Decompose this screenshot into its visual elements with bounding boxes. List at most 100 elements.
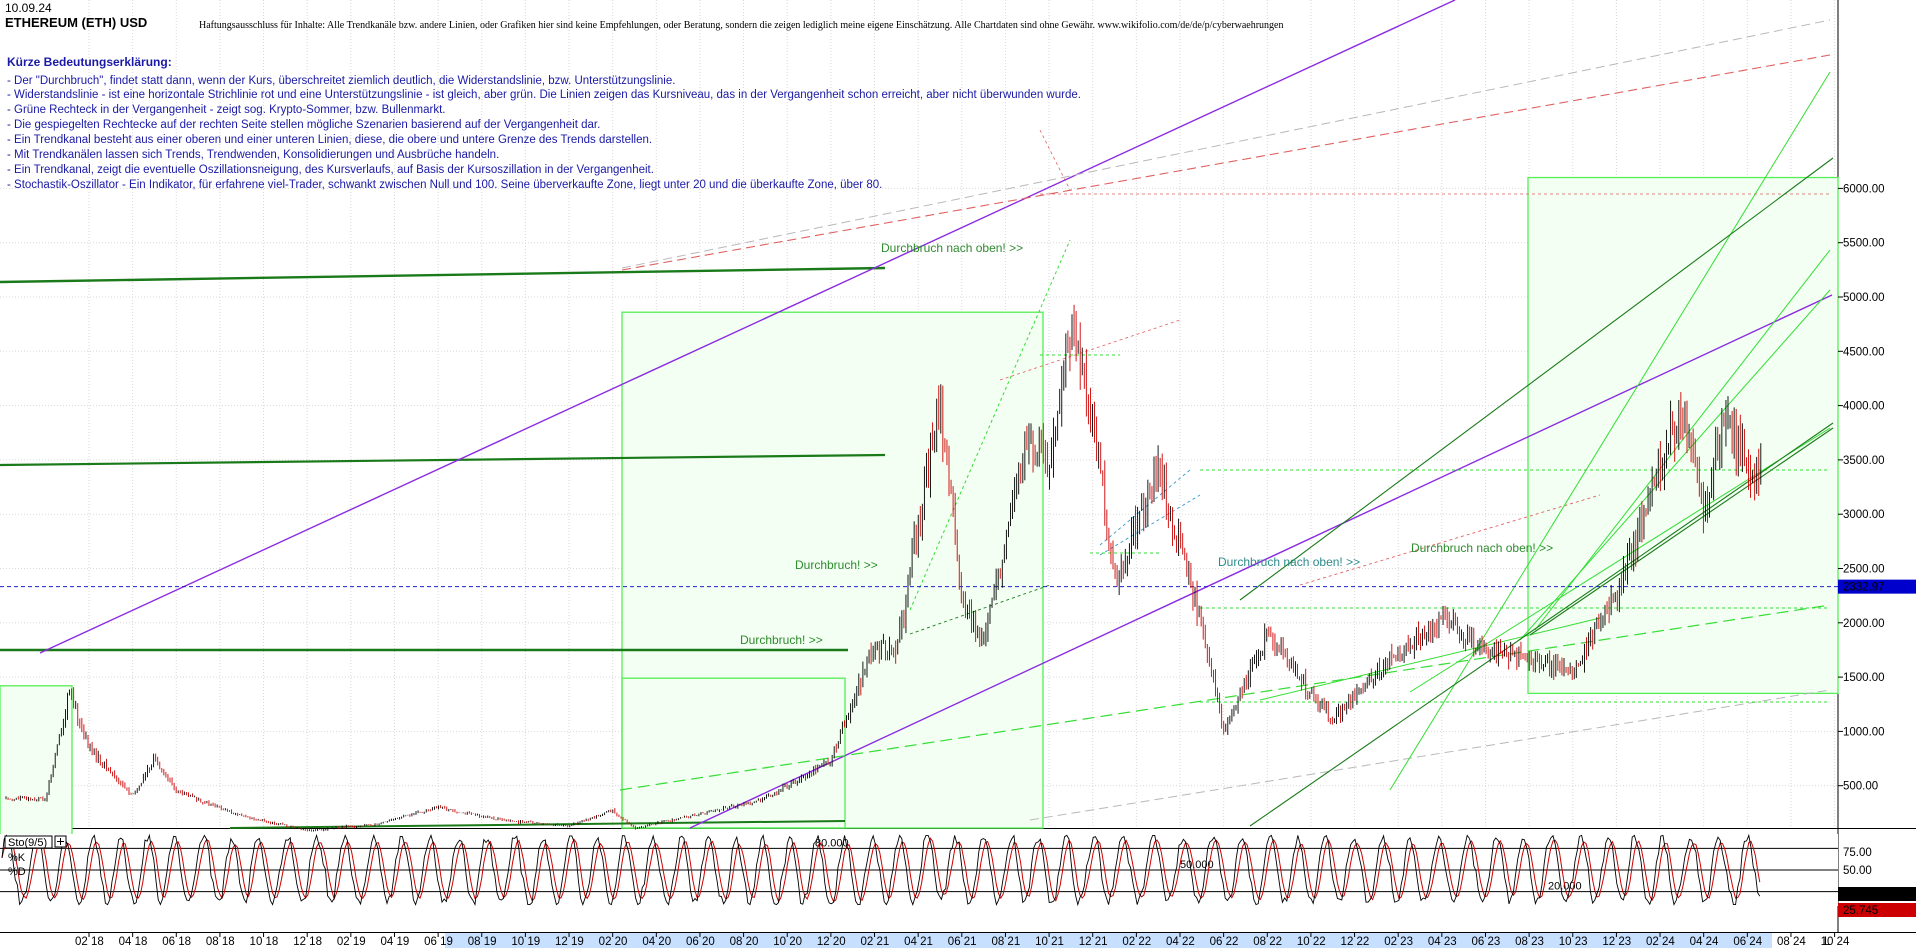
time-tick-label: 08 21 — [991, 936, 1020, 948]
time-tick-label: 04 19 — [380, 936, 409, 948]
time-axis-highlight — [445, 933, 1772, 948]
sto-d-value-tag — [1838, 903, 1916, 917]
stochastic-panel: 80.00050.00020.000Sto(9/5)%K%D75.0050.00… — [0, 833, 1916, 917]
trend-line-purple — [39, 0, 1456, 654]
price-tick-label: 6000.00 — [1843, 183, 1885, 195]
price-tick-label: 3000.00 — [1843, 509, 1885, 521]
current-price-label: 2332.97 — [1843, 582, 1885, 594]
time-tick-label: 06 21 — [948, 936, 977, 948]
price-axis-bg — [1838, 0, 1916, 948]
sto-title-box — [4, 835, 53, 849]
annotations: Durchbruch nach oben! >> Durchbruch! >> Du… — [740, 241, 1553, 647]
time-tick-label: 10 20 — [773, 936, 802, 948]
guide-line-gray — [621, 19, 1831, 269]
time-tick-label: 12 18 — [293, 936, 322, 948]
time-tick-label: 04 23 — [1428, 936, 1457, 948]
header-text: 10.09.24 ETHEREUM (ETH) USD Haftungsauss… — [5, 1, 1284, 191]
sto-d-legend: %D — [8, 866, 26, 878]
time-tick-label: 02 21 — [861, 936, 890, 948]
sto-d-line — [1, 837, 1761, 903]
support-line-green — [909, 584, 1051, 635]
support-line-blue — [1099, 469, 1191, 546]
trend-line-dark-green — [1529, 427, 1834, 636]
time-tick-label: 02 19 — [337, 936, 366, 948]
time-tick-label: 02 18 — [75, 936, 104, 948]
disclaimer: Haftungsausschluss für Inhalte: Alle Tre… — [199, 20, 1284, 31]
price-tick-label: 1500.00 — [1843, 672, 1885, 684]
time-tick-label: 08 22 — [1253, 936, 1282, 948]
time-axis: 02 18 04 18 06 18 08 18 10 18 12 18 02 19 04 19… — [0, 933, 1916, 948]
time-tick-label: 06 19 — [424, 936, 453, 948]
time-tick-label: 10 24 — [1821, 936, 1850, 948]
trend-line-green — [909, 239, 1071, 611]
sto-k-value-tag — [1838, 887, 1916, 901]
time-tick-label: 10 18 — [250, 936, 279, 948]
price-candles — [5, 304, 1762, 832]
chart-date: 10.09.24 — [5, 1, 52, 15]
time-tick-label: 08 24 — [1777, 936, 1806, 948]
support-bar — [229, 820, 846, 829]
annotation-label: Durchbruch! >> — [795, 558, 878, 572]
price-tick-label: 2500.00 — [1843, 564, 1885, 576]
price-tick-label: 5000.00 — [1843, 292, 1885, 304]
legend-line: - Mit Trendkanälen lassen sich Trends, T… — [7, 149, 499, 161]
price-tick-label: 4500.00 — [1843, 346, 1885, 358]
time-tick-label: 10 22 — [1297, 936, 1326, 948]
legend-line: - Stochastik-Oszillator - Ein Indikator,… — [7, 179, 882, 191]
time-tick-label: 06 23 — [1471, 936, 1500, 948]
trend-line-green — [1259, 617, 1601, 701]
sto-title: Sto(9/5) — [8, 837, 47, 849]
price-tick-label: 1000.00 — [1843, 726, 1885, 738]
time-tick-label: 08 23 — [1515, 936, 1544, 948]
time-tick-label: 02 24 — [1646, 936, 1675, 948]
bull-market-rectangle — [621, 677, 846, 829]
resistance-bar — [0, 266, 886, 284]
sto-k-line — [1, 833, 1761, 907]
bull-market-rectangles — [0, 176, 1839, 841]
trend-lines — [0, 0, 1838, 829]
annotation-label: Durchbruch! >> — [740, 633, 823, 647]
trend-line-green — [1519, 289, 1831, 641]
legend-line: - Ein Trendkanal besteht aus einer obere… — [7, 134, 652, 146]
trend-line-green — [1534, 249, 1831, 631]
trend-line-dark-green — [1239, 157, 1834, 601]
sto-tick-label: 75.00 — [1843, 847, 1872, 859]
time-tick-label: 10 23 — [1559, 936, 1588, 948]
bull-market-rectangle — [621, 311, 1044, 829]
time-tick-label: 02 23 — [1384, 936, 1413, 948]
time-tick-label: 12 23 — [1602, 936, 1631, 948]
sto-tick-label: 50.00 — [1843, 865, 1872, 877]
sto-level-label: 80.000 — [815, 837, 849, 849]
time-tick-label: 02 20 — [599, 936, 628, 948]
legend-line: - Ein Trendkanal, zeigt die eventuelle O… — [7, 164, 654, 176]
legend-heading: Kürze Bedeutungserklärung: — [7, 55, 172, 69]
time-tick-label: 10 21 — [1035, 936, 1064, 948]
time-axis-end-label: L — [1824, 936, 1831, 948]
time-tick-label: 12 22 — [1341, 936, 1370, 948]
legend-line: - Der "Durchbruch", findet statt dann, w… — [7, 75, 675, 87]
trend-line-dark-green — [1249, 422, 1834, 827]
resistance-line-red — [1039, 129, 1071, 191]
time-tick-label: 04 22 — [1166, 936, 1195, 948]
time-tick-label: 10 19 — [511, 936, 540, 948]
time-tick-label: 06 20 — [686, 936, 715, 948]
trend-line-green — [619, 604, 1831, 791]
time-tick-label: 08 18 — [206, 936, 235, 948]
resistance-line-red — [1299, 494, 1601, 586]
sto-d-value: 25.745 — [1843, 905, 1878, 917]
time-tick-label: 12 19 — [555, 936, 584, 948]
price-tick-label: 3500.00 — [1843, 455, 1885, 467]
time-tick-label: 12 21 — [1079, 936, 1108, 948]
annotation-label: Durchbruch nach oben! >> — [1218, 555, 1360, 569]
guide-line-gray — [1029, 689, 1831, 821]
price-tick-label: 500.00 — [1843, 781, 1878, 793]
time-tick-label: 04 24 — [1690, 936, 1719, 948]
time-tick-label: 02 22 — [1122, 936, 1151, 948]
current-price-tag — [1838, 579, 1916, 594]
annotation-label: Durchbruch nach oben! >> — [1411, 541, 1553, 555]
sto-k-legend: %K — [8, 852, 26, 864]
time-tick-label: 06 24 — [1733, 936, 1762, 948]
price-axis: 6000.00 5500.00 5000.00 4500.00 4000.00 3500.… — [1838, 183, 1916, 793]
legend-line: - Widerstandslinie - ist eine horizontal… — [7, 89, 1081, 101]
